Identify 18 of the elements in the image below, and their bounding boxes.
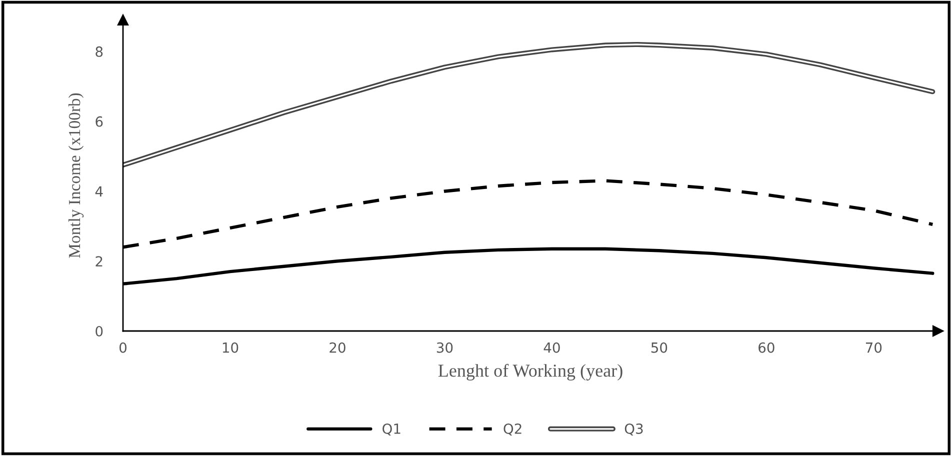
legend-label: Q3 bbox=[624, 423, 643, 436]
x-tick-label: 40 bbox=[544, 342, 560, 353]
x-tick-label: 70 bbox=[866, 342, 882, 353]
x-tick-label: 20 bbox=[330, 342, 346, 353]
x-tick-label: 30 bbox=[436, 342, 453, 353]
legend-label: Q2 bbox=[504, 423, 522, 436]
y-tick-label: 4 bbox=[95, 186, 103, 196]
x-tick-label: 60 bbox=[758, 342, 774, 353]
y-tick-label: 0 bbox=[96, 326, 103, 336]
y-axis-title: Montly Income (x100rb) bbox=[68, 93, 84, 258]
x-tick-label: 50 bbox=[651, 342, 668, 353]
y-tick-label: 8 bbox=[96, 46, 103, 57]
y-tick-label: 2 bbox=[96, 256, 102, 266]
legend-label: Q1 bbox=[382, 423, 400, 436]
x-tick-label: 10 bbox=[222, 342, 238, 353]
y-tick-label: 6 bbox=[96, 116, 103, 127]
x-axis-title: Lenght of Working (year) bbox=[438, 364, 622, 380]
x-tick-label: 0 bbox=[119, 342, 126, 353]
